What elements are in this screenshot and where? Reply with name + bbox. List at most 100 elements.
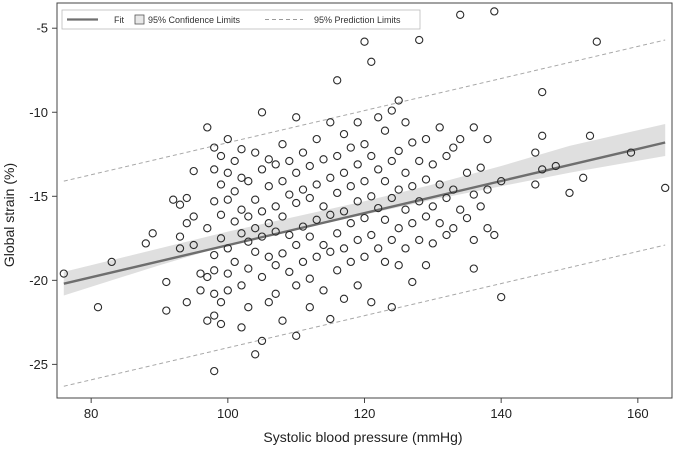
data-point (408, 277, 417, 287)
data-point (312, 215, 321, 224)
data-point (141, 239, 150, 248)
data-point (333, 229, 342, 238)
data-point (264, 219, 273, 228)
data-point (401, 168, 410, 177)
data-point (285, 190, 294, 199)
data-point (339, 207, 349, 216)
data-point (319, 240, 328, 250)
x-axis-title: Systolic blood pressure (mmHg) (263, 429, 462, 445)
data-point (394, 146, 403, 156)
legend-pi-label: 95% Prediction Limits (314, 15, 401, 25)
data-point (360, 177, 369, 186)
data-point (565, 188, 574, 198)
data-point (579, 173, 588, 182)
data-point (244, 177, 253, 186)
data-point (278, 249, 287, 258)
y-tick-label: -20 (29, 273, 48, 288)
data-point (421, 261, 431, 270)
data-point (435, 180, 444, 189)
data-point (551, 161, 560, 171)
data-point (237, 145, 246, 154)
data-point (326, 173, 335, 182)
data-point (333, 76, 342, 85)
data-point (203, 272, 212, 282)
y-tick-label: -25 (29, 357, 48, 372)
data-point (203, 123, 212, 132)
data-point (483, 134, 492, 144)
data-point (182, 193, 191, 203)
data-point (107, 257, 116, 267)
data-point (592, 37, 601, 46)
data-point (230, 257, 239, 267)
data-point (401, 205, 410, 214)
data-point (264, 298, 273, 307)
x-tick-label: 140 (490, 406, 512, 421)
data-point (196, 286, 205, 295)
data-point (353, 118, 362, 127)
data-points-layer (59, 7, 670, 376)
legend-box (61, 9, 421, 30)
data-point (326, 314, 335, 324)
data-point (408, 219, 417, 228)
data-point (305, 232, 314, 241)
data-point (305, 303, 314, 312)
data-point (326, 210, 335, 219)
fit-lines-layer (63, 39, 666, 387)
data-point (353, 281, 362, 290)
data-point (59, 269, 68, 278)
data-point (292, 168, 301, 177)
data-point (456, 134, 465, 144)
data-point (292, 281, 301, 290)
data-point (210, 197, 219, 206)
data-point (531, 180, 540, 189)
data-point (469, 123, 478, 132)
data-point (264, 182, 273, 191)
data-point (661, 183, 670, 193)
data-point (387, 156, 396, 166)
data-point (264, 155, 273, 164)
y-tick-label: -10 (29, 105, 48, 120)
data-point (387, 106, 396, 115)
data-point (442, 151, 451, 161)
data-point (449, 185, 458, 194)
data-point (353, 197, 362, 206)
data-point (367, 192, 376, 201)
data-point (230, 156, 239, 166)
data-point (169, 195, 178, 204)
data-point (175, 244, 185, 253)
data-point (497, 177, 506, 186)
data-point (278, 140, 287, 149)
data-point (374, 244, 383, 253)
data-point (251, 247, 260, 256)
data-point (223, 269, 232, 278)
data-point (360, 37, 369, 46)
data-point (367, 230, 376, 240)
data-point (244, 212, 253, 221)
data-point (401, 118, 410, 127)
data-point (483, 185, 492, 194)
data-point (223, 168, 232, 177)
data-point (380, 126, 390, 135)
data-point (346, 143, 355, 152)
data-point (421, 134, 431, 144)
data-point (182, 219, 191, 228)
data-point (251, 350, 260, 359)
data-point (462, 168, 472, 177)
x-tick-label: 100 (217, 406, 239, 421)
data-point (367, 298, 376, 307)
data-point (490, 230, 499, 240)
data-point (476, 202, 485, 211)
data-point (216, 298, 226, 307)
data-point (148, 229, 157, 238)
data-point (333, 266, 342, 275)
data-point (210, 266, 219, 275)
data-point (182, 298, 191, 307)
data-point (346, 219, 355, 228)
data-point (428, 239, 437, 248)
data-point (298, 185, 308, 194)
data-point (490, 7, 499, 16)
data-point (449, 143, 458, 152)
data-point (626, 148, 636, 157)
data-point (374, 203, 383, 213)
data-point (408, 138, 417, 147)
